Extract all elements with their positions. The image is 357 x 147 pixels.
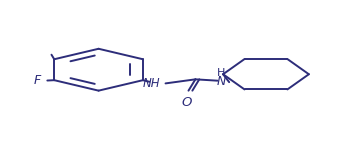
Text: O: O xyxy=(181,96,192,109)
Text: F: F xyxy=(34,74,41,87)
Text: H: H xyxy=(217,68,225,78)
Text: N: N xyxy=(216,75,226,88)
Text: NH: NH xyxy=(143,77,161,90)
